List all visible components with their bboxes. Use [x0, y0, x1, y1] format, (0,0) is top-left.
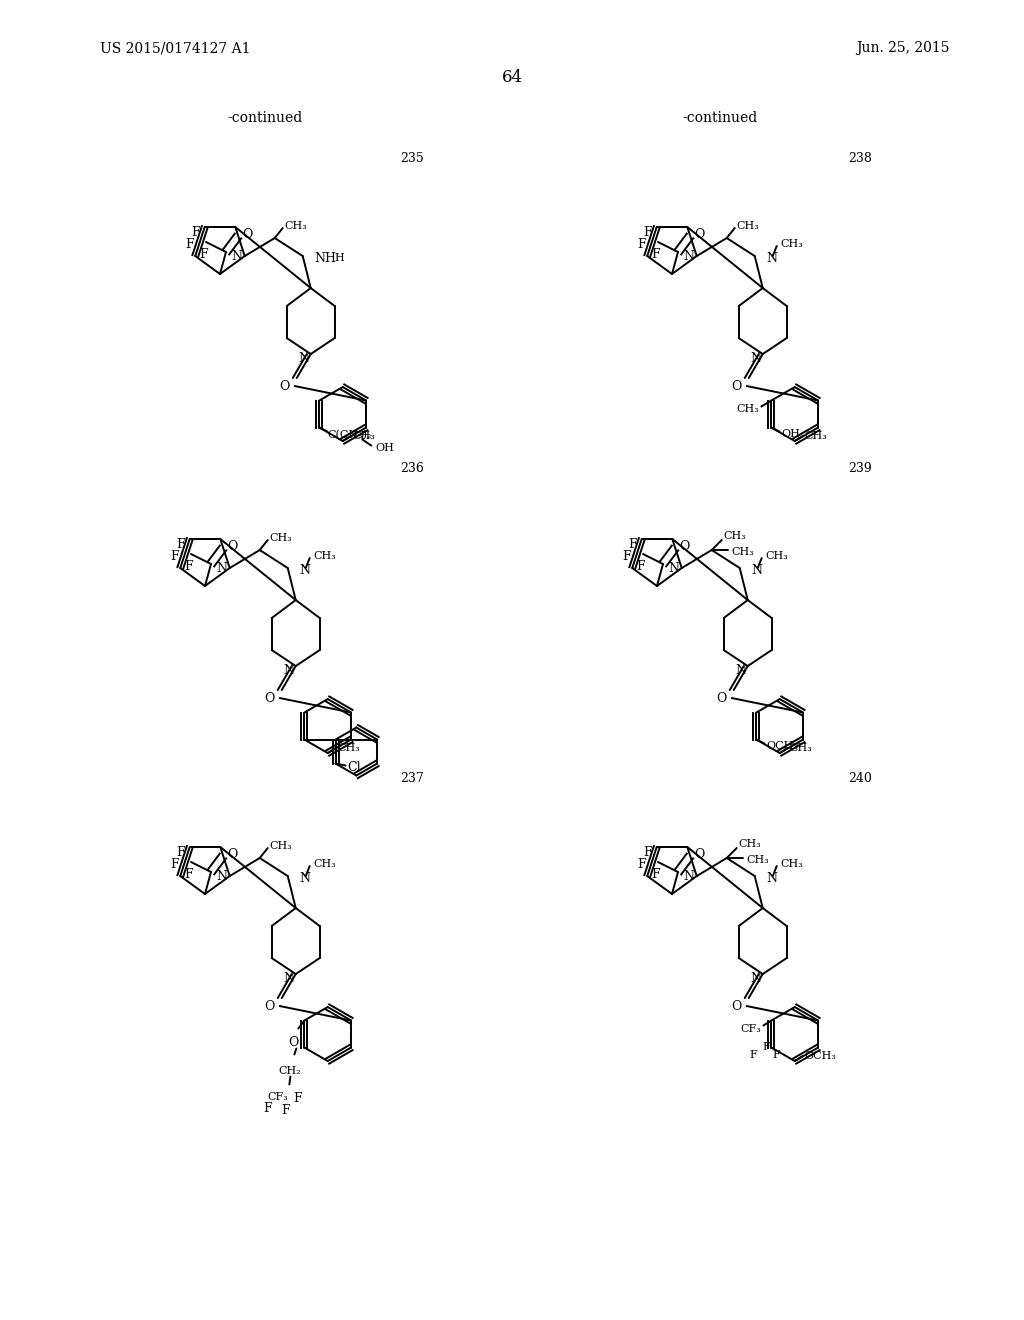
Text: F: F — [750, 1049, 757, 1060]
Text: CH₃: CH₃ — [313, 859, 337, 869]
Text: F: F — [185, 239, 195, 252]
Text: O: O — [226, 540, 238, 553]
Text: CH₃: CH₃ — [736, 220, 760, 231]
Text: F: F — [184, 869, 194, 882]
Text: O: O — [717, 692, 727, 705]
Text: OCH₃: OCH₃ — [766, 741, 799, 751]
Text: N: N — [669, 561, 679, 574]
Text: OCH₃: OCH₃ — [805, 1051, 837, 1061]
Text: C(CH₃)₂: C(CH₃)₂ — [327, 430, 372, 441]
Text: 235: 235 — [400, 152, 424, 165]
Text: CH₃: CH₃ — [269, 841, 293, 851]
Text: -continued: -continued — [682, 111, 758, 125]
Text: CH₃: CH₃ — [732, 546, 755, 557]
Text: F: F — [281, 1104, 290, 1117]
Text: N: N — [767, 871, 777, 884]
Text: O: O — [694, 227, 705, 240]
Text: CH₃: CH₃ — [285, 220, 307, 231]
Text: N: N — [752, 564, 763, 577]
Text: F: F — [177, 846, 185, 858]
Text: H: H — [335, 253, 344, 263]
Text: CH₃: CH₃ — [746, 855, 769, 865]
Text: -continued: -continued — [227, 111, 303, 125]
Text: CH₃: CH₃ — [724, 531, 746, 541]
Text: N: N — [683, 249, 694, 263]
Text: O: O — [242, 227, 252, 240]
Text: F: F — [293, 1092, 302, 1105]
Text: N: N — [298, 351, 309, 364]
Text: CH₃: CH₃ — [352, 432, 376, 441]
Text: 236: 236 — [400, 462, 424, 474]
Text: O: O — [731, 380, 742, 392]
Text: N: N — [683, 870, 694, 883]
Text: US 2015/0174127 A1: US 2015/0174127 A1 — [100, 41, 251, 55]
Text: F: F — [623, 550, 632, 564]
Text: F: F — [763, 1041, 770, 1052]
Text: O: O — [731, 999, 742, 1012]
Text: N: N — [284, 664, 294, 677]
Text: CH₃: CH₃ — [780, 239, 804, 249]
Text: O: O — [280, 380, 290, 392]
Text: F: F — [638, 858, 646, 871]
Text: F: F — [644, 226, 652, 239]
Text: CH₃: CH₃ — [780, 859, 804, 869]
Text: O: O — [264, 692, 274, 705]
Text: OH: OH — [376, 442, 394, 453]
Text: CH₃: CH₃ — [790, 743, 812, 752]
Text: N: N — [751, 351, 761, 364]
Text: N: N — [300, 564, 310, 577]
Text: Cl: Cl — [347, 762, 361, 774]
Text: N: N — [751, 972, 761, 985]
Text: OH: OH — [781, 429, 800, 438]
Text: O: O — [679, 540, 689, 553]
Text: O: O — [226, 847, 238, 861]
Text: N: N — [284, 972, 294, 985]
Text: F: F — [171, 550, 179, 564]
Text: 240: 240 — [848, 771, 871, 784]
Text: N: N — [735, 664, 746, 677]
Text: F: F — [772, 1049, 780, 1060]
Text: F: F — [638, 239, 646, 252]
Text: F: F — [184, 561, 194, 573]
Text: F: F — [651, 869, 660, 882]
Text: CH₂: CH₂ — [279, 1065, 301, 1076]
Text: N: N — [300, 871, 310, 884]
Text: CH₃: CH₃ — [766, 550, 788, 561]
Text: O: O — [264, 999, 274, 1012]
Text: F: F — [200, 248, 208, 261]
Text: 238: 238 — [848, 152, 871, 165]
Text: F: F — [263, 1102, 271, 1115]
Text: F: F — [171, 858, 179, 871]
Text: 64: 64 — [502, 70, 522, 87]
Text: CH₃: CH₃ — [736, 404, 760, 413]
Text: F: F — [651, 248, 660, 261]
Text: O: O — [694, 847, 705, 861]
Text: F: F — [644, 846, 652, 858]
Text: F: F — [637, 561, 645, 573]
Text: N: N — [216, 561, 227, 574]
Text: NH: NH — [314, 252, 337, 264]
Text: CH₃: CH₃ — [313, 550, 337, 561]
Text: 239: 239 — [848, 462, 871, 474]
Text: O: O — [288, 1036, 299, 1049]
Text: CH₃: CH₃ — [338, 743, 360, 752]
Text: 237: 237 — [400, 771, 424, 784]
Text: CH₃: CH₃ — [269, 533, 293, 543]
Text: F: F — [191, 226, 201, 239]
Text: N: N — [216, 870, 227, 883]
Text: F: F — [177, 537, 185, 550]
Text: CH₃: CH₃ — [805, 432, 827, 441]
Text: F: F — [629, 537, 637, 550]
Text: CF₃: CF₃ — [267, 1092, 288, 1101]
Text: Jun. 25, 2015: Jun. 25, 2015 — [856, 41, 950, 55]
Text: CF₃: CF₃ — [740, 1023, 762, 1034]
Text: N: N — [231, 249, 243, 263]
Text: CH₃: CH₃ — [738, 840, 762, 849]
Text: N: N — [767, 252, 777, 264]
